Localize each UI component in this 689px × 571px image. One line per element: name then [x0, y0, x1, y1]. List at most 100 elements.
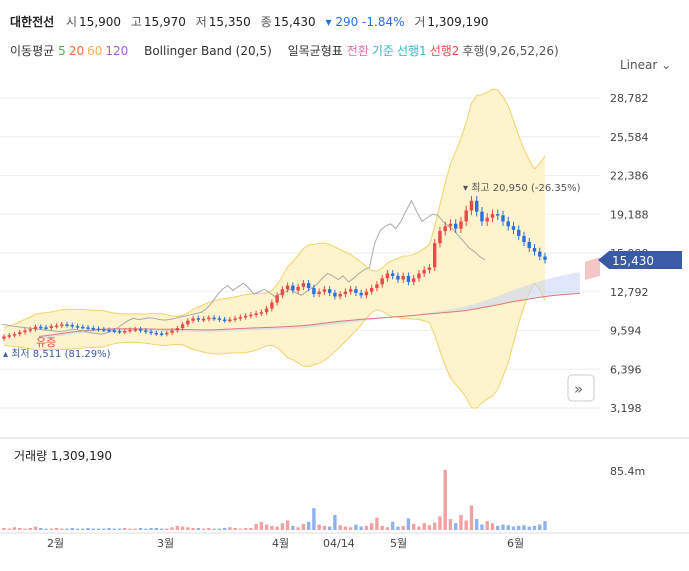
volume-bar: [49, 528, 53, 530]
annotations: ▾ 최고 20,950 (-26.35%) ▴ 최저 8,511 (81.29%)…: [3, 182, 682, 402]
volume-bar: [201, 528, 206, 530]
candle-body: [186, 320, 190, 325]
volume-bar: [464, 520, 468, 530]
candle-body: [54, 325, 59, 328]
candle-body: [191, 318, 195, 321]
candle-body: [438, 231, 442, 244]
volume-bar: [228, 527, 232, 530]
volume-bar: [254, 523, 258, 530]
ichimoku-label[interactable]: 일목균형표: [287, 44, 343, 58]
volume-bar: [348, 527, 353, 530]
kijun-legend[interactable]: 기준: [371, 44, 394, 58]
volume-tick-label: 85.4m: [610, 465, 645, 478]
open-value: 15,900: [79, 15, 122, 29]
volume-bar: [296, 527, 300, 530]
candle-body: [448, 223, 453, 227]
candle-body: [432, 243, 437, 268]
volume-bar: [411, 523, 416, 530]
candle-body: [154, 332, 159, 335]
volume-bar: [144, 528, 148, 530]
volume-bar: [212, 528, 216, 530]
candle-body: [464, 210, 468, 222]
volume-bar: [191, 527, 195, 530]
volume-bar: [81, 528, 85, 530]
volume-bar: [275, 526, 279, 530]
y-tick-label: 25,584: [610, 131, 649, 144]
candle-body: [138, 329, 143, 331]
volume-bar: [180, 526, 185, 530]
tenkan-legend[interactable]: 전환: [346, 44, 369, 58]
change-value: ▾ 290 -1.84%: [325, 15, 405, 29]
volume-bar: [175, 525, 180, 530]
candle-body: [543, 256, 547, 260]
ma-label[interactable]: 이동평균: [10, 44, 55, 58]
volume-bar: [28, 527, 32, 530]
volume-bar: [96, 528, 101, 530]
candle-body: [217, 318, 222, 320]
candle-body: [238, 317, 243, 319]
volume-bar: [86, 527, 90, 530]
candle-body: [91, 328, 95, 330]
volume-bar: [312, 508, 316, 530]
bollinger-upper: [3, 88, 546, 329]
volume-bar: [333, 515, 337, 530]
x-tick-label: 5월: [390, 537, 407, 550]
volume-bar: [70, 527, 74, 530]
bollinger-lower: [3, 282, 546, 409]
volume-bar: [159, 528, 164, 530]
volume-bar: [102, 528, 106, 530]
volume-bar: [375, 517, 379, 530]
high-label: 고: [130, 15, 142, 29]
volume-bar: [238, 528, 243, 530]
volume-bar: [501, 524, 505, 530]
bollinger-legend[interactable]: Bollinger Band (20,5): [144, 44, 272, 58]
candle-body: [207, 317, 211, 320]
volume-bar: [364, 525, 369, 530]
volume-bar: [222, 527, 227, 530]
volume-bar: [485, 521, 489, 530]
ma120-legend[interactable]: 120: [105, 44, 129, 58]
volume-bar: [496, 525, 500, 530]
volume-bar: [438, 516, 442, 530]
volume-value: 1,309,190: [427, 15, 489, 29]
ma20-legend[interactable]: 20: [68, 44, 85, 58]
candle-body: [385, 273, 390, 279]
ichimoku-cloud: [1, 199, 600, 339]
candle-body: [270, 302, 274, 309]
chikou-legend[interactable]: 후행(9,26,52,26): [462, 44, 559, 58]
indicator-legend: 이동평균 5 20 60 120 Bollinger Band (20,5) 일목균형표…: [10, 42, 563, 59]
stock-name: 대한전선: [10, 15, 55, 29]
y-tick-label: 6,396: [610, 363, 642, 376]
candle-body: [196, 318, 201, 320]
volume-bar: [60, 528, 64, 530]
volume-bar: [7, 528, 11, 530]
volume-bar: [249, 527, 253, 530]
chikou-line: [1, 199, 486, 335]
open-label: 시: [66, 15, 78, 29]
candle-body: [149, 331, 153, 334]
volume-bar: [301, 523, 306, 530]
close-label: 종: [260, 15, 272, 29]
senkou1-legend[interactable]: 선행1: [396, 44, 427, 58]
candle-body: [369, 288, 374, 292]
volume-bar: [306, 521, 311, 530]
volume-bar: [396, 526, 400, 530]
candle-body: [364, 291, 369, 296]
ma5-legend[interactable]: 5: [58, 44, 66, 58]
volume-bar: [527, 526, 531, 530]
senkou2-legend[interactable]: 선행2: [429, 44, 460, 58]
ma60-legend[interactable]: 60: [87, 44, 103, 58]
candle-body: [354, 289, 358, 293]
volume-title: 거래량 1,309,190: [14, 449, 112, 463]
candle-body: [180, 324, 185, 329]
candle-body: [249, 314, 253, 317]
candle-body: [65, 324, 69, 326]
candle-body: [406, 275, 411, 282]
candle-body: [12, 334, 17, 336]
scroll-right-button: [567, 374, 595, 402]
volume-bar: [401, 525, 405, 530]
scale-mode-dropdown[interactable]: Linear ⌄: [620, 58, 671, 72]
candle-body: [212, 317, 216, 320]
quote-header: 대한전선 시 15,900 고 15,970 저 15,350 종 15,430 ▾ 2…: [10, 13, 494, 30]
